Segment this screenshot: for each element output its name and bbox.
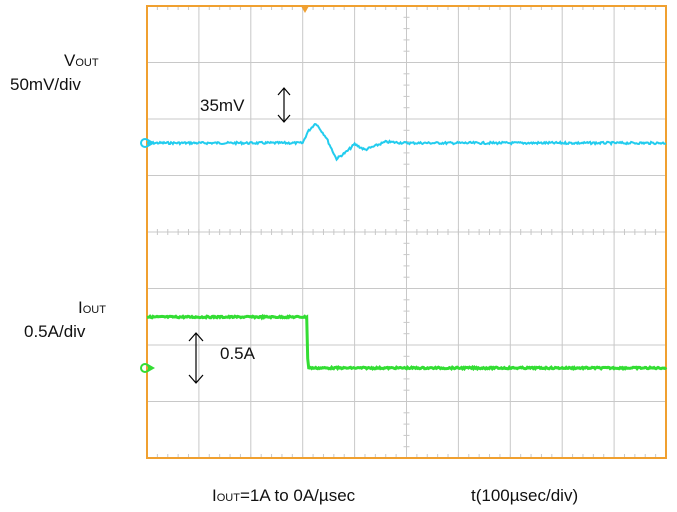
load-step-caption: IOUT=1A to 0A/µsec [212, 486, 356, 505]
vout-delta-arrow-icon [277, 87, 291, 123]
iout-scale-label: 0.5A/div [24, 322, 86, 341]
iout-channel-label: IOUT [78, 298, 106, 317]
trigger-marker-icon [301, 6, 309, 13]
time-scale-label: t(100µsec/div) [471, 486, 579, 505]
vout-channel-label: VOUT [64, 51, 99, 70]
screen-frame [146, 5, 667, 459]
iout-delta-label: 0.5A [220, 344, 255, 363]
vout-ground-marker [140, 138, 155, 148]
iout-delta-arrow-icon [188, 332, 204, 384]
iout-ground-marker [140, 363, 155, 373]
vout-delta-label: 35mV [200, 96, 245, 115]
vout-trace [146, 123, 667, 162]
graticule-grid [146, 5, 667, 459]
iout-trace [146, 313, 668, 372]
vout-scale-label: 50mV/div [10, 75, 81, 94]
